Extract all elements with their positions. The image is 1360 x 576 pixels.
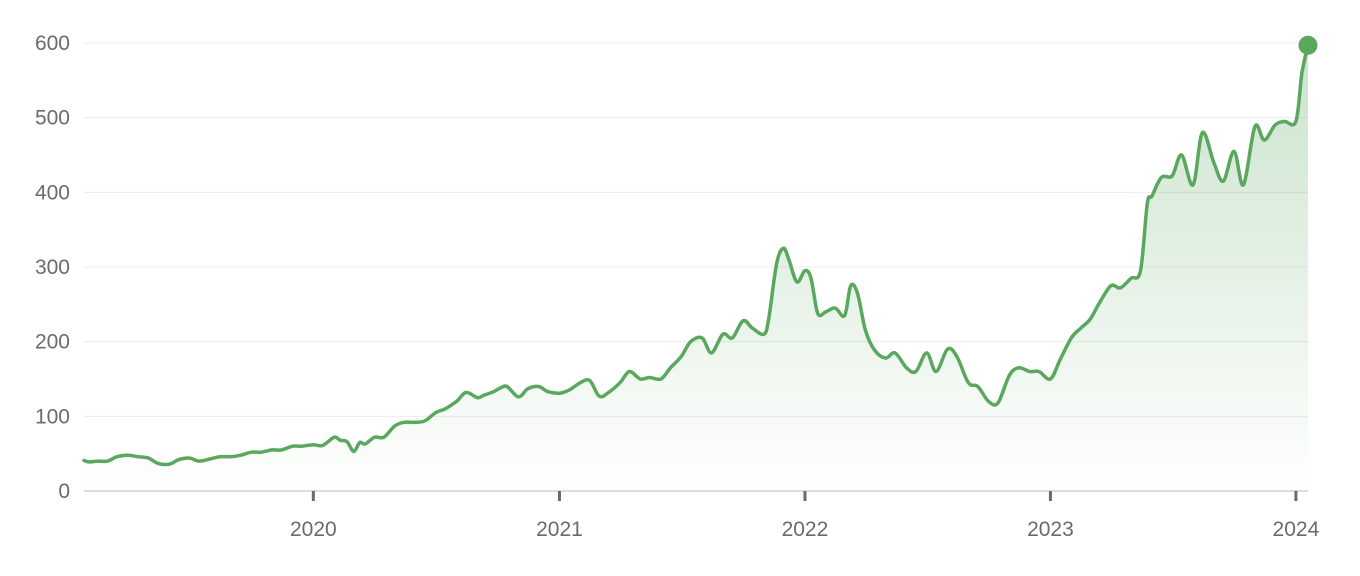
x-tick-label: 2023 [1027,518,1074,541]
y-tick-label: 300 [35,256,70,279]
x-tick-label: 2020 [290,518,337,541]
y-tick-label: 100 [35,405,70,428]
y-tick-label: 500 [35,107,70,130]
y-tick-label: 0 [58,480,70,503]
price-line [82,43,1310,467]
x-tick-label: 2022 [782,518,829,541]
x-axis-labels: 2020 2021 2022 2023 2024 [290,518,1320,541]
y-tick-label: 600 [35,32,70,55]
series-area [84,45,1308,491]
x-tick-label: 2021 [536,518,583,541]
area-fill [84,45,1308,491]
last-point-marker [1298,35,1318,55]
y-tick-label: 400 [35,181,70,204]
y-axis-labels: 0 100 200 300 400 500 600 [35,32,70,503]
y-tick-label: 200 [35,331,70,354]
last-point-dot[interactable] [1298,35,1318,55]
x-tick-label: 2024 [1273,518,1320,541]
series-line [82,43,1310,467]
x-axis [84,490,1308,501]
